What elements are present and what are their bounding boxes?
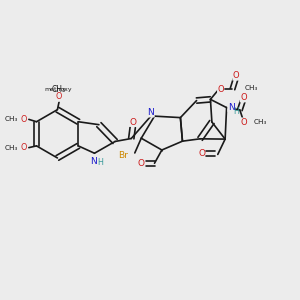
Text: CH₃: CH₃ [244, 85, 258, 91]
Text: O: O [218, 85, 224, 94]
Text: CH₃: CH₃ [52, 85, 66, 94]
Text: N: N [148, 108, 154, 117]
Text: O: O [240, 93, 247, 102]
Text: CH₃: CH₃ [4, 145, 18, 151]
Text: O: O [233, 71, 239, 80]
Text: O: O [129, 118, 136, 127]
Text: H: H [97, 158, 103, 167]
Text: Br: Br [118, 151, 128, 160]
Text: O: O [21, 115, 27, 124]
Text: O: O [138, 159, 145, 168]
Text: O: O [21, 143, 27, 152]
Text: N: N [90, 157, 97, 166]
Text: O: O [198, 149, 205, 158]
Text: methoxy: methoxy [45, 86, 72, 92]
Text: CH₃: CH₃ [4, 116, 18, 122]
Text: CH₃: CH₃ [254, 119, 267, 125]
Text: O: O [240, 118, 247, 127]
Text: O: O [56, 92, 62, 101]
Text: H: H [233, 107, 239, 116]
Text: N: N [228, 103, 234, 112]
